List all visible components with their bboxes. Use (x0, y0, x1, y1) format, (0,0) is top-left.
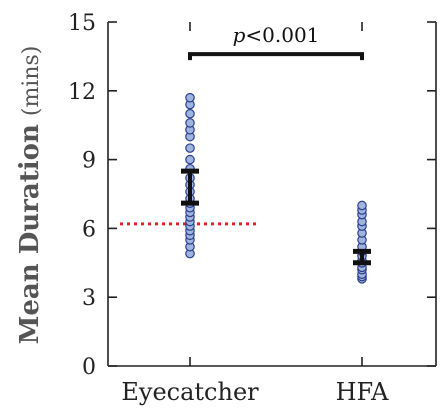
data-point-0-17 (185, 143, 195, 153)
data-point-0-20 (185, 118, 195, 128)
category-labels: Eyecatcher HFA (121, 378, 389, 406)
svg-text:Mean Duration(mins): Mean Duration (mins) (15, 46, 45, 345)
significance-bracket (188, 52, 364, 61)
significance-label: p<0.001 (233, 23, 320, 47)
y-axis-title-unit: (mins) (19, 46, 44, 117)
data-point-0-23 (185, 92, 195, 103)
y-tick-label-6: 6 (82, 217, 96, 242)
plot-frame (107, 22, 437, 367)
y-tick-label-0: 0 (82, 355, 96, 380)
y-tick-label-9: 9 (82, 149, 96, 174)
data-point-1-16 (357, 200, 367, 211)
y-axis-title-main: Mean Duration (15, 124, 45, 344)
data-point-0-21 (185, 108, 195, 119)
y-tick-label-3: 3 (82, 286, 96, 311)
error-bars (181, 168, 371, 266)
significance-label-rest: <0.001 (245, 23, 319, 47)
category-label-0: Eyecatcher (121, 378, 259, 406)
y-axis-title: Mean Duration (mins) (15, 46, 45, 345)
y-axis-ticks: 0 3 6 9 12 15 (68, 11, 436, 380)
y-tick-label-15: 15 (68, 11, 96, 36)
significance-label-p: p (233, 23, 246, 47)
significance-bracket-group: p<0.001 (188, 23, 364, 61)
y-tick-label-12: 12 (68, 80, 96, 105)
data-points (185, 92, 367, 284)
category-label-1: HFA (336, 378, 389, 406)
data-point-0-16 (185, 154, 195, 165)
